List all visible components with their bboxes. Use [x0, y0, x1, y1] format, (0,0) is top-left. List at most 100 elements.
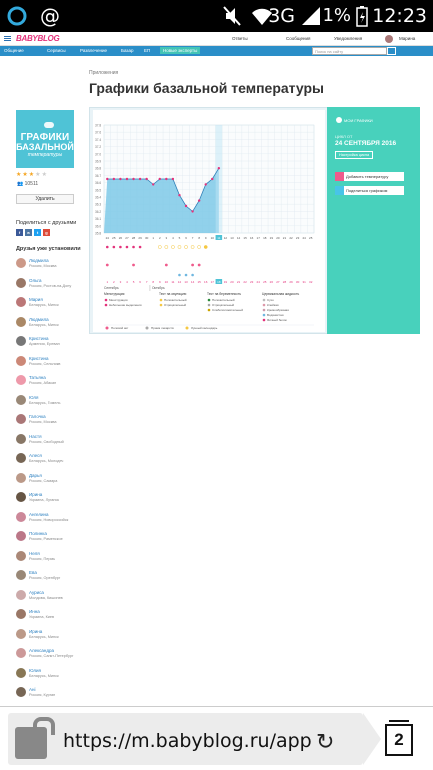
nav-item-communication[interactable]: Общение: [4, 48, 24, 53]
avatar[interactable]: [16, 472, 26, 483]
friend-name[interactable]: Настя: [29, 433, 42, 439]
temperature-point[interactable]: [152, 183, 155, 186]
temperature-point[interactable]: [119, 177, 122, 181]
friend-item[interactable]: Мария Беларусь, Минск: [16, 296, 86, 310]
delete-button[interactable]: Удалить: [16, 194, 74, 204]
temperature-point[interactable]: [211, 177, 214, 181]
avatar[interactable]: [16, 355, 26, 366]
friend-item[interactable]: Татьяна Россия, Абакан: [16, 374, 86, 388]
avatar[interactable]: [16, 570, 26, 580]
temperature-point[interactable]: [171, 177, 175, 181]
friend-name[interactable]: Ирина: [29, 628, 43, 634]
friend-item[interactable]: Ирина Беларусь, Минск: [16, 628, 86, 642]
friend-name[interactable]: Ауриса: [29, 589, 44, 595]
temperature-point[interactable]: [158, 177, 161, 181]
friend-name[interactable]: Юлия: [29, 667, 41, 673]
friend-item[interactable]: Ольга Россия, Ростов-на-Дону: [16, 277, 86, 291]
friend-name[interactable]: Алеся: [29, 453, 42, 458]
temperature-point[interactable]: [138, 177, 142, 181]
reload-icon[interactable]: ↻: [316, 730, 335, 755]
friend-name[interactable]: Полинка: [29, 531, 47, 536]
friend-item[interactable]: Кристина Россия, Сельникв: [16, 355, 86, 369]
share-facebook-icon[interactable]: f: [16, 229, 23, 236]
avatar[interactable]: [16, 531, 26, 541]
lock-open-icon[interactable]: [15, 727, 47, 759]
friend-name[interactable]: Людмила: [29, 316, 49, 322]
avatar[interactable]: [16, 297, 26, 307]
friend-item[interactable]: Ані Россия, Курган: [16, 686, 86, 700]
notifications-link[interactable]: Уведомления: [334, 36, 363, 41]
nav-item-entertainment[interactable]: Развлечение: [80, 48, 107, 53]
friend-item[interactable]: Кристина Армения, Ереван: [16, 335, 86, 349]
cycle-settings-button[interactable]: Настройка цикла: [335, 151, 374, 159]
avatar[interactable]: [385, 35, 393, 43]
friend-item[interactable]: Полинка Россия, Раменское: [16, 530, 86, 544]
temperature-point[interactable]: [165, 177, 168, 181]
temperature-point[interactable]: [106, 177, 109, 181]
avatar[interactable]: [16, 511, 26, 522]
friend-name[interactable]: Ирина: [29, 492, 43, 497]
tabs-button[interactable]: 2: [385, 720, 413, 756]
temperature-point[interactable]: [204, 183, 207, 186]
friend-name[interactable]: Татьяна: [29, 375, 46, 380]
friend-name[interactable]: Галочка: [29, 414, 46, 419]
avatar[interactable]: [16, 414, 26, 424]
avatar[interactable]: [16, 492, 26, 502]
avatar[interactable]: [16, 550, 26, 561]
friend-item[interactable]: Ева Россия, Оренбург: [16, 569, 86, 583]
url-text[interactable]: https://m.babyblog.ru/app/ba: [63, 730, 311, 752]
share-chart-button[interactable]: Поделиться графиком: [335, 186, 404, 195]
avatar[interactable]: [16, 609, 26, 619]
avatar[interactable]: [16, 687, 26, 697]
friend-name[interactable]: Дарья: [29, 472, 42, 478]
address-bar[interactable]: [8, 713, 381, 765]
friend-name[interactable]: Людмила: [29, 258, 49, 263]
add-temperature-button[interactable]: Добавить температуру: [335, 172, 404, 181]
user-name[interactable]: Марина: [399, 36, 416, 41]
temperature-point[interactable]: [125, 177, 129, 181]
friend-name[interactable]: Инна: [29, 609, 40, 614]
friend-name[interactable]: Неля: [29, 550, 40, 556]
temperature-point[interactable]: [145, 177, 148, 181]
friend-name[interactable]: Александра: [29, 648, 55, 653]
friend-item[interactable]: Алеся Беларусь, Молодеч: [16, 452, 86, 466]
avatar[interactable]: [16, 433, 26, 444]
avatar[interactable]: [16, 375, 26, 385]
friend-item[interactable]: Людмила Россия, Москва: [16, 257, 86, 271]
share-vk-icon[interactable]: в: [25, 229, 32, 236]
avatar[interactable]: [16, 628, 26, 639]
avatar[interactable]: [16, 336, 26, 346]
avatar[interactable]: [16, 277, 26, 288]
nav-item-ep[interactable]: ЕП: [144, 48, 151, 53]
avatar[interactable]: [16, 589, 26, 600]
friend-name[interactable]: Мария: [29, 297, 43, 302]
search-input[interactable]: Поиск на сайту: [312, 47, 387, 55]
temperature-point[interactable]: [191, 210, 194, 213]
friend-item[interactable]: Ауриса Молдова, Кишинев: [16, 589, 86, 603]
avatar[interactable]: [16, 648, 26, 658]
friend-item[interactable]: Людмила Беларусь, Минск: [16, 316, 86, 330]
avatar[interactable]: [16, 316, 26, 327]
site-logo[interactable]: BABYBLOG: [16, 34, 60, 43]
avatar[interactable]: [16, 394, 26, 405]
share-twitter-icon[interactable]: t: [34, 229, 41, 236]
nav-item-services[interactable]: Сервисы: [47, 48, 66, 53]
friend-item[interactable]: Дарья Россия, Самара: [16, 472, 86, 486]
friend-item[interactable]: Александра Россия, Санкт-Петербург: [16, 647, 86, 661]
menu-icon[interactable]: [4, 36, 11, 41]
temperature-point[interactable]: [184, 204, 188, 208]
answers-link[interactable]: Ответы: [232, 36, 248, 41]
friend-item[interactable]: Ангелина Россия, Новороссийск: [16, 511, 86, 525]
temperature-point[interactable]: [132, 177, 135, 181]
temperature-point[interactable]: [178, 194, 181, 197]
temperature-point[interactable]: [197, 199, 201, 202]
friend-item[interactable]: Галочка Россия, Москва: [16, 413, 86, 427]
friend-name[interactable]: Ольга: [29, 277, 42, 283]
avatar[interactable]: [16, 667, 26, 678]
friend-item[interactable]: Настя Россия, Свободный: [16, 433, 86, 447]
nav-item-new-experts[interactable]: Новые эксперты: [160, 47, 201, 54]
friend-name[interactable]: Ані: [29, 687, 36, 692]
nav-item-bazaar[interactable]: Базар: [121, 48, 134, 53]
friend-item[interactable]: Юля Беларусь, Гомель: [16, 394, 86, 408]
friend-item[interactable]: Инна Украина, Киев: [16, 608, 86, 622]
